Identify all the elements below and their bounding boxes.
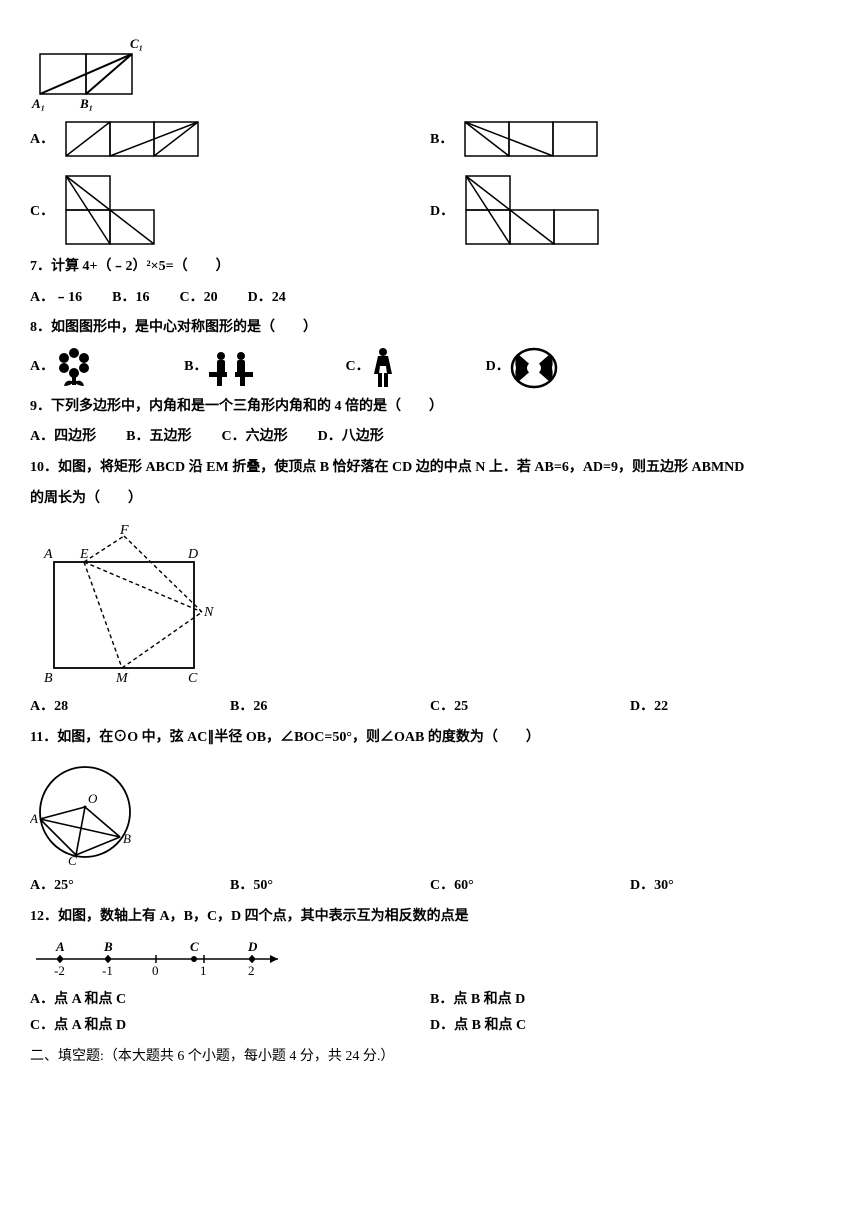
q7-b: B．16: [112, 285, 149, 312]
q12-c: C．点 A 和点 D: [30, 1013, 430, 1040]
q10-label-n: N: [203, 605, 214, 620]
q8-text: 8．如图图形中，是中心对称图形的是（ ）: [30, 315, 830, 342]
q6-opt-b-label: B．: [430, 127, 453, 154]
q11-label-a: A: [30, 811, 38, 826]
q10-label-e: E: [79, 547, 89, 562]
q12-text: 12．如图，数轴上有 A，B，C，D 四个点，其中表示互为相反数的点是: [30, 904, 830, 931]
q12-row2: C．点 A 和点 D D．点 B 和点 C: [30, 1013, 830, 1040]
q12-tick-2: 0: [152, 963, 159, 978]
q10-b: B．26: [230, 694, 400, 721]
q7-options: A．﹣16 B．16 C．20 D．24: [30, 285, 830, 312]
q12-tick-4: 2: [248, 963, 255, 978]
label-a1: A₁: [31, 96, 45, 111]
q9-c: C．六边形: [221, 424, 287, 451]
q10-label-m: M: [115, 671, 129, 686]
q10-c: C．25: [430, 694, 600, 721]
q12-label-c: C: [190, 939, 199, 954]
q6-opt-d-figure: [464, 174, 604, 250]
q11-c: C．60°: [430, 873, 600, 900]
q6-prompt-figure: C₁ A₁ B₁: [30, 36, 830, 114]
q7-a: A．﹣16: [30, 285, 82, 312]
q12-numberline: A B C D -2 -1 0 1 2: [30, 937, 830, 981]
q9-options: A．四边形 B．五边形 C．六边形 D．八边形: [30, 424, 830, 451]
q12-tick-0: -2: [54, 963, 65, 978]
q10-a: A．28: [30, 694, 200, 721]
q12-label-a: A: [55, 939, 65, 954]
q8-a-label: A．: [30, 354, 54, 381]
q8-d-label: D．: [486, 354, 510, 381]
q8-people-icon: [207, 348, 255, 388]
q12-row1: A．点 A 和点 C B．点 B 和点 D: [30, 987, 830, 1014]
q10-d: D．22: [630, 694, 668, 721]
q6-opt-c-label: C．: [30, 199, 54, 226]
q10-label-f: F: [119, 523, 129, 538]
q10-label-a: A: [43, 547, 53, 562]
label-b1: B₁: [79, 96, 93, 111]
q9-b: B．五边形: [126, 424, 191, 451]
q10-options: A．28 B．26 C．25 D．22: [30, 694, 830, 721]
q9-a: A．四边形: [30, 424, 96, 451]
q10-line2: 的周长为（ ）: [30, 486, 830, 513]
q11-d: D．30°: [630, 873, 674, 900]
q12-b: B．点 B 和点 D: [430, 987, 830, 1014]
q12-tick-1: -1: [102, 963, 113, 978]
q11-label-o: O: [88, 791, 98, 806]
q11-b: B．50°: [230, 873, 400, 900]
q6-opt-a-figure: [64, 120, 204, 160]
q12-label-b: B: [103, 939, 113, 954]
q10-label-d: D: [187, 547, 198, 562]
q7-c: C．20: [179, 285, 217, 312]
cell1: [40, 54, 86, 94]
q6-prompt-svg: C₁ A₁ B₁: [30, 36, 150, 114]
q6-opt-b-figure: [463, 120, 603, 160]
label-c1: C₁: [130, 36, 143, 51]
q12-d: D．点 B 和点 C: [430, 1013, 830, 1040]
q7-text: 7．计算 4+（﹣2）²×5=（ ）: [30, 254, 830, 281]
q8-circle-x-icon: [510, 346, 558, 390]
q7-d: D．24: [248, 285, 286, 312]
section2-header: 二、填空题:（本大题共 6 个小题，每小题 4 分，共 24 分.）: [30, 1044, 830, 1071]
q10-label-c: C: [188, 671, 198, 686]
q12-label-d: D: [247, 939, 258, 954]
q11-text: 11．如图，在⊙O 中，弦 AC∥半径 OB，∠BOC=50°，则∠OAB 的度…: [30, 725, 830, 752]
q6-row1: A． B．: [30, 120, 830, 160]
q11-options: A．25° B．50° C．60° D．30°: [30, 873, 830, 900]
q6-opt-d-label: D．: [430, 199, 454, 226]
q8-b-label: B．: [184, 354, 207, 381]
q10-figure: A E F D N B M C: [30, 518, 830, 688]
q6-opt-c-figure: [64, 174, 164, 250]
q8-c-label: C．: [345, 354, 369, 381]
q11-label-b: B: [123, 831, 131, 846]
q10-label-b: B: [44, 671, 53, 686]
diag2: [86, 54, 132, 94]
q8-person-icon: [370, 346, 396, 390]
q10-line1: 10．如图，将矩形 ABCD 沿 EM 折叠，使顶点 B 恰好落在 CD 边的中…: [30, 455, 830, 482]
q6-row2: C． D．: [30, 174, 830, 250]
q8-flower-icon: [54, 346, 94, 390]
q12-a: A．点 A 和点 C: [30, 987, 430, 1014]
q11-a: A．25°: [30, 873, 200, 900]
q11-label-c: C: [68, 853, 77, 867]
q11-figure: O A B C: [30, 757, 830, 867]
q9-text: 9．下列多边形中，内角和是一个三角形内角和的 4 倍的是（ ）: [30, 394, 830, 421]
q12-tick-3: 1: [200, 963, 207, 978]
q8-options: A． B．: [30, 346, 830, 390]
q6-opt-a-label: A．: [30, 127, 54, 154]
q9-d: D．八边形: [318, 424, 384, 451]
